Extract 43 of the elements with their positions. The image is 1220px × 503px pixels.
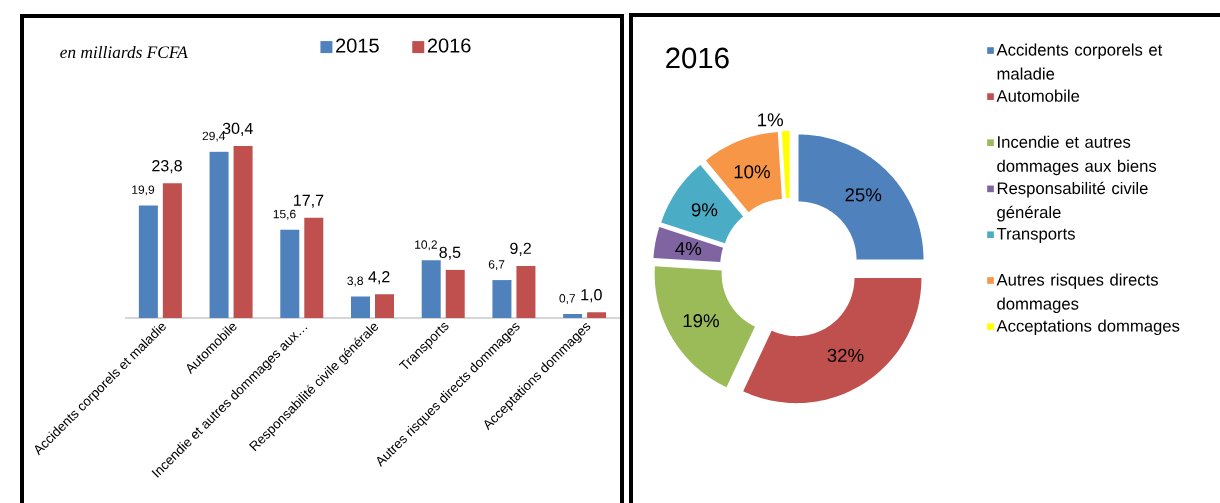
bar — [516, 265, 536, 318]
bar — [209, 151, 229, 318]
legend-label: Transports — [996, 228, 1075, 243]
bar — [162, 183, 182, 318]
legend-label: Automobile — [996, 89, 1080, 102]
legend-label: Accidents corporels et maladie — [996, 43, 1163, 80]
bar — [351, 296, 370, 318]
bar — [138, 205, 158, 318]
bar — [375, 294, 394, 318]
data-label: 6,7 — [488, 260, 505, 271]
bar — [280, 229, 300, 318]
data-label: 23,8 — [152, 160, 182, 174]
legend-label: Autres risques directs dommages — [996, 273, 1158, 313]
data-label: 1% — [758, 113, 783, 127]
data-label: 19,9 — [132, 185, 155, 196]
data-label: 32% — [827, 348, 864, 362]
bar — [233, 145, 253, 318]
data-label: 1,0 — [581, 289, 602, 303]
data-label: 19% — [683, 314, 719, 328]
data-label: 10,2 — [415, 240, 437, 251]
bar — [492, 280, 512, 318]
legend-label: 2015 — [336, 38, 379, 53]
data-label: 25% — [845, 188, 882, 202]
bar — [304, 217, 324, 318]
data-label: 0,7 — [559, 294, 576, 304]
bar — [421, 260, 441, 318]
data-label: 17,7 — [294, 194, 324, 208]
data-label: 4,2 — [368, 270, 390, 285]
data-label: 9,2 — [510, 242, 531, 256]
data-label: 3,8 — [347, 276, 363, 287]
data-label: 15,6 — [273, 209, 296, 220]
bar — [563, 314, 583, 318]
data-label: 4% — [675, 242, 702, 256]
data-label: 10% — [734, 165, 770, 179]
legend-label: Responsabilité civile générale — [997, 181, 1148, 222]
legend-label: 2016 — [427, 38, 471, 53]
bar — [587, 312, 607, 318]
data-label: 9% — [691, 203, 718, 217]
data-label: 8,5 — [439, 246, 461, 260]
text: en milliards FCFA — [60, 45, 188, 59]
chart-title: 2016 — [666, 47, 729, 69]
legend-label: Incendie et autres dommages aux biens — [997, 135, 1157, 176]
bar — [445, 269, 465, 318]
